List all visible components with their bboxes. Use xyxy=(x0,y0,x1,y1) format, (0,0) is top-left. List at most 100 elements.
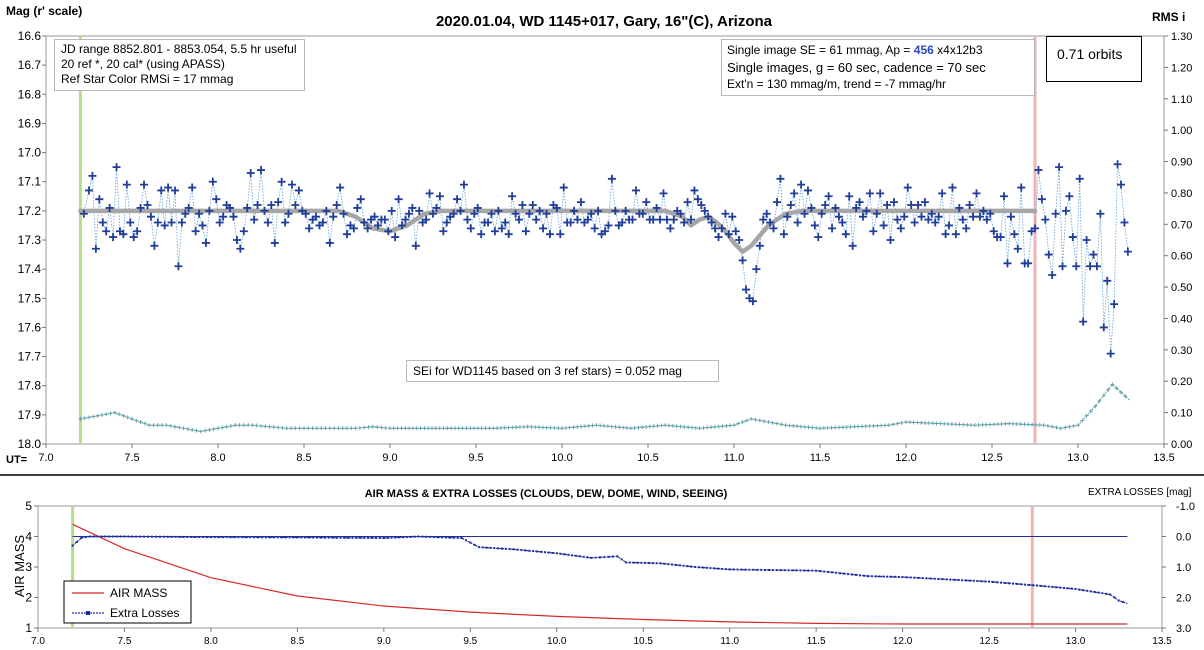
data-point xyxy=(542,209,551,218)
extra-losses-point xyxy=(508,548,511,551)
model-line xyxy=(78,208,1038,254)
rms-point xyxy=(802,424,807,429)
extra-losses-point xyxy=(327,536,330,539)
rms-point xyxy=(655,423,660,428)
rms-point xyxy=(882,423,887,428)
extra-losses-point xyxy=(154,535,157,538)
data-point xyxy=(934,212,943,221)
data-point xyxy=(198,221,207,230)
rms-point xyxy=(271,425,276,430)
rms-point xyxy=(456,426,461,431)
extra-losses-point xyxy=(709,567,712,570)
data-point xyxy=(318,218,327,227)
extra-losses-point xyxy=(198,536,201,539)
data-point xyxy=(95,195,104,204)
data-point xyxy=(239,227,248,236)
rms-point xyxy=(410,426,415,431)
data-point xyxy=(669,215,678,224)
rms-point xyxy=(487,426,492,431)
data-point xyxy=(786,201,795,210)
data-point xyxy=(391,233,400,242)
rms-point xyxy=(949,422,954,427)
rms-point xyxy=(663,423,668,428)
extra-losses-point xyxy=(131,535,134,538)
rms-point xyxy=(1011,421,1016,426)
data-point xyxy=(253,201,262,210)
data-point xyxy=(535,206,544,215)
y-tick-label: 16.7 xyxy=(18,58,42,72)
rms-point xyxy=(586,423,591,428)
rms-point xyxy=(762,419,767,424)
rms-point xyxy=(379,425,384,430)
extra-losses-point xyxy=(913,576,916,579)
rms-point xyxy=(991,422,996,427)
extra-losses-point xyxy=(516,548,519,551)
rms-point xyxy=(540,425,545,430)
data-point xyxy=(917,212,926,221)
extra-losses-point xyxy=(100,535,103,538)
extra-losses-point xyxy=(721,567,724,570)
rms-point xyxy=(164,423,169,428)
data-point xyxy=(559,183,568,192)
extra-losses-point xyxy=(304,536,307,539)
rms-point xyxy=(667,423,672,428)
data-point xyxy=(1099,323,1108,332)
data-point xyxy=(1044,250,1053,259)
rms-point xyxy=(674,424,679,429)
extra-losses-point xyxy=(701,566,704,569)
extra-losses-point xyxy=(659,562,662,565)
extra-losses-point xyxy=(976,580,979,583)
extra-losses-point xyxy=(678,564,681,567)
data-point xyxy=(1041,215,1050,224)
y2-tick-label: 0.60 xyxy=(1171,251,1192,263)
data-point xyxy=(587,209,596,218)
extra-losses-point xyxy=(823,570,826,573)
bottom-y2-tick-label: 2.0 xyxy=(1176,593,1191,605)
bottom-y2-tick-label: 3.0 xyxy=(1176,623,1191,635)
x-tick-label: 13.0 xyxy=(1067,452,1088,464)
data-point xyxy=(112,163,121,172)
extra-losses-point xyxy=(394,536,397,539)
extra-losses-point xyxy=(775,569,778,572)
extra-losses-point xyxy=(433,536,436,539)
extra-losses-point xyxy=(139,535,142,538)
rms-point xyxy=(879,423,884,428)
extra-losses-point xyxy=(292,536,295,539)
data-point xyxy=(1061,206,1070,215)
rms-point xyxy=(407,426,412,431)
data-point xyxy=(972,189,981,198)
rms-point xyxy=(160,423,165,428)
data-point xyxy=(969,212,978,221)
rms-point xyxy=(125,415,130,420)
rms-point xyxy=(327,426,332,431)
rms-point xyxy=(426,426,431,431)
rms-point xyxy=(130,416,134,421)
rms-point xyxy=(867,424,872,429)
data-point xyxy=(914,201,923,210)
bottom-y-tick-label: 1 xyxy=(25,621,32,635)
y-tick-label: 18.0 xyxy=(18,437,42,451)
extra-losses-point xyxy=(965,579,968,582)
rms-point xyxy=(720,424,725,429)
data-point xyxy=(618,218,627,227)
rms-point xyxy=(498,425,503,430)
data-point xyxy=(1034,166,1043,175)
extra-losses-point xyxy=(968,579,971,582)
rms-point xyxy=(594,423,599,428)
rms-point xyxy=(787,423,792,428)
rms-point xyxy=(297,426,302,431)
rms-point xyxy=(632,425,637,430)
rms-point xyxy=(844,425,849,430)
data-point xyxy=(865,189,874,198)
data-point xyxy=(590,224,599,233)
extra-losses-point xyxy=(851,573,854,576)
rms-point xyxy=(560,426,564,431)
extra-losses-point xyxy=(870,575,873,578)
data-point xyxy=(463,215,472,224)
rms-point xyxy=(938,421,943,426)
y2-tick-label: 1.00 xyxy=(1171,125,1192,137)
data-point xyxy=(1110,300,1119,309)
data-point xyxy=(191,227,200,236)
extra-losses-point xyxy=(847,573,850,576)
data-point xyxy=(773,198,781,207)
